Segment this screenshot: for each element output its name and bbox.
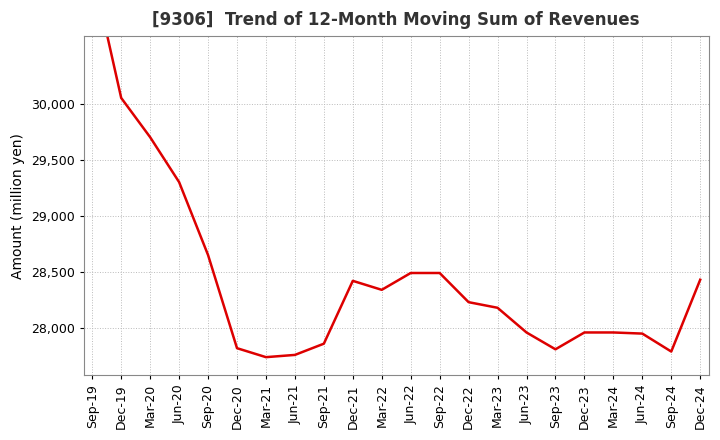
Y-axis label: Amount (million yen): Amount (million yen) (11, 133, 25, 279)
Title: [9306]  Trend of 12-Month Moving Sum of Revenues: [9306] Trend of 12-Month Moving Sum of R… (153, 11, 640, 29)
